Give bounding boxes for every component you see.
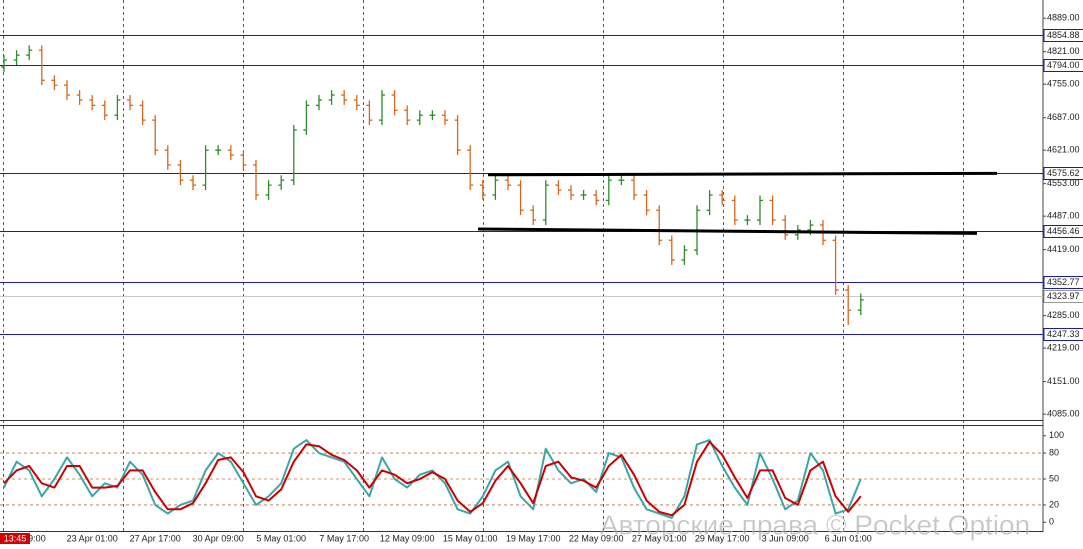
y-tick-label: 4553.00 (1047, 178, 1080, 188)
x-tick-label: 6 Jun 01:00 (825, 533, 872, 543)
x-tick-label: 19 May 17:00 (506, 533, 561, 543)
y-tick-label: 4821.00 (1047, 46, 1080, 56)
current-price-label: 4323.97 (1047, 291, 1080, 301)
y-tick-label: 50 (1049, 473, 1059, 483)
level-label: 4352.77 (1047, 277, 1080, 287)
level-box (1043, 167, 1083, 180)
level-label: 4247.33 (1047, 329, 1080, 339)
x-tick-label: 29 May 17:00 (695, 533, 750, 543)
y-tick-label: 4687.00 (1047, 112, 1080, 122)
y-tick-label: 4487.00 (1047, 211, 1080, 221)
y-tick-label: 4085.00 (1047, 408, 1080, 418)
x-tick-label: 27 Apr 17:00 (130, 533, 181, 543)
y-tick-label: 0 (1049, 517, 1054, 527)
level-box (1043, 276, 1083, 289)
y-tick-label: 4621.00 (1047, 145, 1080, 155)
level-box (1043, 225, 1083, 238)
watermark: Авторские права © Pocket Option (600, 509, 1030, 540)
x-tick-label: 22 May 09:00 (569, 533, 624, 543)
y-tick-label: 4285.00 (1047, 310, 1080, 320)
y-tick-label: 4419.00 (1047, 244, 1080, 254)
time-label: 13:45 (4, 533, 27, 543)
trendline (477, 227, 978, 235)
trendline (487, 171, 998, 177)
x-tick-label: 30 Apr 09:00 (193, 533, 244, 543)
level-label: 4575.62 (1047, 168, 1080, 178)
level-box (1043, 328, 1083, 341)
current-price-box (1043, 290, 1083, 303)
x-tick-label: 3 Jun 09:00 (762, 533, 809, 543)
level-box (1043, 59, 1083, 72)
oscillator-line (3, 439, 862, 519)
x-tick-label: 15 May 01:00 (443, 533, 498, 543)
y-tick-label: 4219.00 (1047, 342, 1080, 352)
x-tick-label: 23 Apr 01:00 (67, 533, 118, 543)
time-box (0, 533, 30, 544)
level-label: 4794.00 (1047, 60, 1080, 70)
level-label: 4854.88 (1047, 30, 1080, 40)
y-tick-label: 20 (1049, 499, 1059, 509)
y-tick-label: 80 (1049, 447, 1059, 457)
x-tick-label: 27 May 01:00 (632, 533, 687, 543)
y-tick-label: 100 (1049, 430, 1064, 440)
y-tick-label: 4151.00 (1047, 376, 1080, 386)
x-tick-label: 12 May 09:00 (380, 533, 435, 543)
oscillator-line (3, 440, 862, 517)
y-tick-label: 4755.00 (1047, 79, 1080, 89)
x-tick-label: 5 May 01:00 (256, 533, 306, 543)
x-tick-label: 7 May 17:00 (319, 533, 369, 543)
y-tick-label: 4889.00 (1047, 13, 1080, 23)
level-label: 4456.46 (1047, 226, 1080, 236)
level-box (1043, 29, 1083, 42)
